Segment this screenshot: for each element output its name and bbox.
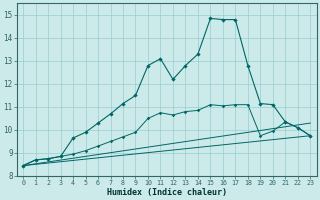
X-axis label: Humidex (Indice chaleur): Humidex (Indice chaleur) <box>107 188 227 197</box>
